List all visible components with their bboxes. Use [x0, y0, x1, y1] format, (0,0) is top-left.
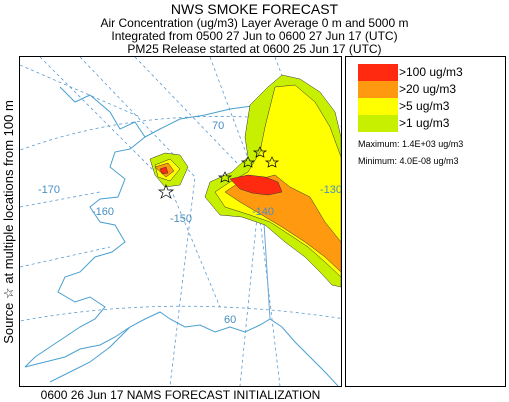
source-star-4 — [252, 146, 268, 158]
map-canvas: -170 -160 -150 -140 -130 70 60 — [20, 57, 341, 386]
legend-swatch-gt100 — [358, 64, 398, 81]
source-star-5 — [264, 156, 280, 168]
peninsula-coast — [49, 326, 131, 383]
alaska-west-coast — [24, 86, 146, 368]
legend-item-gt100: >100 ug/m3 — [358, 64, 498, 81]
meridian-line-4 — [134, 57, 261, 386]
legend-minimum: Minimum: 4.0E-08 ug/m3 — [358, 156, 459, 166]
meridian-line-2 — [39, 57, 221, 308]
meridian-line-7 — [20, 191, 101, 208]
source-star-3 — [240, 156, 256, 168]
alaska-south-coast — [24, 311, 271, 368]
source-star-2 — [217, 171, 233, 183]
lon-label-130: -130 — [320, 184, 341, 196]
legend-label-gt1: >1 ug/m3 — [399, 116, 450, 130]
legend-swatch-gt5 — [358, 98, 398, 115]
lon-label-170: -170 — [38, 184, 60, 196]
lat-label-70: 70 — [212, 120, 224, 132]
lon-label-150: -150 — [170, 213, 192, 225]
legend-item-gt5: >5 ug/m3 — [358, 98, 498, 115]
latitude-line-60 — [20, 305, 341, 322]
legend-label-gt100: >100 ug/m3 — [399, 65, 463, 79]
plume-gt100 — [159, 166, 283, 196]
legend-panel: >100 ug/m3 >20 ug/m3 >5 ug/m3 >1 ug/m3 M… — [345, 56, 506, 387]
lat-label-60: 60 — [224, 314, 236, 326]
chart-title: NWS SMOKE FORECAST — [170, 1, 339, 17]
source-side-label-text: Source ☆ at multiple locations from 100 … — [1, 99, 16, 344]
legend-swatch-gt1 — [358, 115, 398, 132]
lon-label-160: -160 — [92, 206, 114, 218]
forecast-initialization: 0600 26 Jun 17 NAMS FORECAST INITIALIZAT… — [40, 388, 321, 402]
subtitle-concentration: Air Concentration (ug/m3) Layer Average … — [100, 16, 409, 30]
legend-label-gt5: >5 ug/m3 — [399, 99, 450, 113]
subtitle-release-start: PM25 Release started at 0600 25 Jun 17 (… — [127, 42, 382, 56]
meridian-line-3 — [79, 57, 196, 386]
source-star-1 — [157, 184, 175, 199]
source-side-label: Source ☆ at multiple locations from 100 … — [0, 56, 18, 387]
legend-maximum: Maximum: 1.4E+03 ug/m3 — [358, 139, 464, 149]
subtitle-integration-period: Integrated from 0500 27 Jun to 0600 27 J… — [111, 29, 398, 43]
panhandle-coast — [269, 318, 339, 386]
legend-item-gt20: >20 ug/m3 — [358, 81, 498, 98]
smoke-map: -170 -160 -150 -140 -130 70 60 — [19, 56, 342, 387]
source-markers — [157, 146, 280, 199]
lon-label-140: -140 — [252, 206, 274, 218]
legend-item-gt1: >1 ug/m3 — [358, 115, 498, 132]
meridian-line-1 — [20, 64, 141, 118]
legend-swatch-gt20 — [358, 81, 398, 98]
legend-label-gt20: >20 ug/m3 — [399, 82, 457, 96]
